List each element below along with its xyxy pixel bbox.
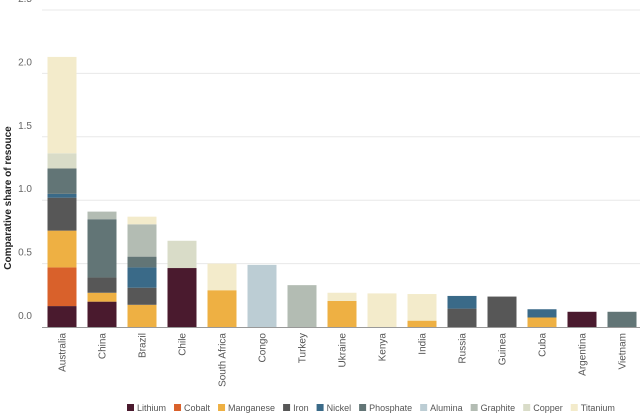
legend-swatch-manganese: [218, 404, 226, 411]
bar-segment-nickel-brazil: [127, 267, 157, 288]
x-tick-label: Kenya: [378, 333, 389, 362]
x-tick-label: Vietnam: [618, 333, 629, 370]
bar-segment-iron-guinea: [487, 296, 517, 327]
bar-segment-copper-chile: [167, 240, 197, 269]
bar-segment-lithium-china: [87, 301, 117, 327]
bar-segment-iron-china: [87, 277, 117, 293]
legend-label: Graphite: [481, 403, 516, 413]
y-tick-label: 0.5: [18, 248, 32, 259]
legend: Lithium Cobalt Manganese Iron Nickel Phosphat…: [127, 403, 615, 413]
legend-swatch-alumina: [420, 404, 428, 411]
bar-segment-iron-australia: [47, 197, 77, 231]
legend-swatch-cobalt: [174, 404, 182, 411]
bar-segment-graphite-turkey: [287, 285, 317, 327]
legend-label: Lithium: [137, 403, 166, 413]
bar-segment-manganese-australia: [47, 230, 77, 268]
bar-segment-titanium-brazil: [127, 216, 157, 225]
legend-swatch-graphite: [470, 404, 478, 411]
bar-segment-manganese-china: [87, 292, 117, 302]
x-tick-label: Chile: [178, 333, 189, 356]
bar-segment-phosphate-australia: [47, 168, 77, 194]
bar-segment-titanium-kenya: [367, 293, 397, 327]
x-tick-label: South Africa: [218, 333, 229, 387]
legend-label: Iron: [293, 403, 309, 413]
x-tick-label: Ukraine: [338, 333, 349, 368]
bar-segment-lithium-argentina: [567, 311, 597, 327]
x-tick-label: Argentina: [578, 333, 589, 376]
legend-label: Nickel: [327, 403, 352, 413]
bar-segment-graphite-china: [87, 211, 117, 220]
bar-segment-nickel-cuba: [527, 309, 557, 318]
bar-segment-alumina-congo: [247, 264, 277, 327]
x-tick-label: China: [98, 333, 109, 360]
bar-segment-phosphate-china: [87, 219, 117, 278]
bar-segment-lithium-australia: [47, 306, 77, 327]
x-tick-label: Russia: [458, 333, 469, 364]
x-tick-label: Brazil: [138, 333, 149, 358]
y-tick-label: 2.0: [18, 57, 32, 68]
bar-segment-manganese-cuba: [527, 317, 557, 327]
legend-swatch-titanium: [570, 404, 578, 411]
legend-swatch-phosphate: [359, 404, 367, 411]
bar-segment-phosphate-brazil: [127, 256, 157, 268]
bar-segment-manganese-india: [407, 320, 437, 327]
bar-segment-iron-russia: [447, 308, 477, 327]
legend-label: Titanium: [581, 403, 615, 413]
bar-segment-iron-brazil: [127, 287, 157, 305]
x-tick-label: Australia: [58, 333, 69, 372]
bar-segment-cobalt-australia: [47, 267, 77, 307]
bar-segment-titanium-ukraine: [327, 292, 357, 302]
legend-label: Copper: [533, 403, 563, 413]
x-tick-label: Guinea: [498, 333, 509, 366]
bar-segment-manganese-south-africa: [207, 290, 237, 327]
legend-label: Cobalt: [184, 403, 211, 413]
x-tick-label: India: [418, 333, 429, 355]
y-tick-label: 0.0: [18, 311, 32, 322]
legend-swatch-nickel: [316, 404, 324, 411]
legend-swatch-iron: [283, 404, 291, 411]
bar-segment-nickel-russia: [447, 295, 477, 309]
bar-segment-manganese-brazil: [127, 304, 157, 327]
x-tick-label: Congo: [258, 333, 269, 363]
bar-segment-copper-australia: [47, 153, 77, 169]
y-tick-label: 2.5: [18, 0, 32, 5]
y-axis-label: Comparative share of resouce: [3, 126, 14, 270]
legend-label: Alumina: [430, 403, 463, 413]
bar-segment-graphite-brazil: [127, 224, 157, 257]
legend-swatch-lithium: [127, 404, 134, 411]
x-tick-label: Turkey: [298, 333, 309, 363]
bar-segment-titanium-australia: [47, 56, 77, 154]
bar-segment-nickel-australia: [47, 193, 77, 198]
y-tick-label: 1.5: [18, 121, 32, 132]
bar-segment-titanium-india: [407, 294, 437, 321]
bar-segment-titanium-south-africa: [207, 263, 237, 291]
bar-segment-manganese-ukraine: [327, 301, 357, 327]
legend-label: Manganese: [228, 403, 275, 413]
bar-segment-lithium-chile: [167, 268, 197, 327]
legend-swatch-copper: [523, 404, 531, 411]
legend-label: Phosphate: [369, 403, 412, 413]
y-tick-label: 1.0: [18, 184, 32, 195]
x-tick-label: Cuba: [538, 333, 549, 357]
bar-segment-phosphate-vietnam: [607, 311, 637, 327]
